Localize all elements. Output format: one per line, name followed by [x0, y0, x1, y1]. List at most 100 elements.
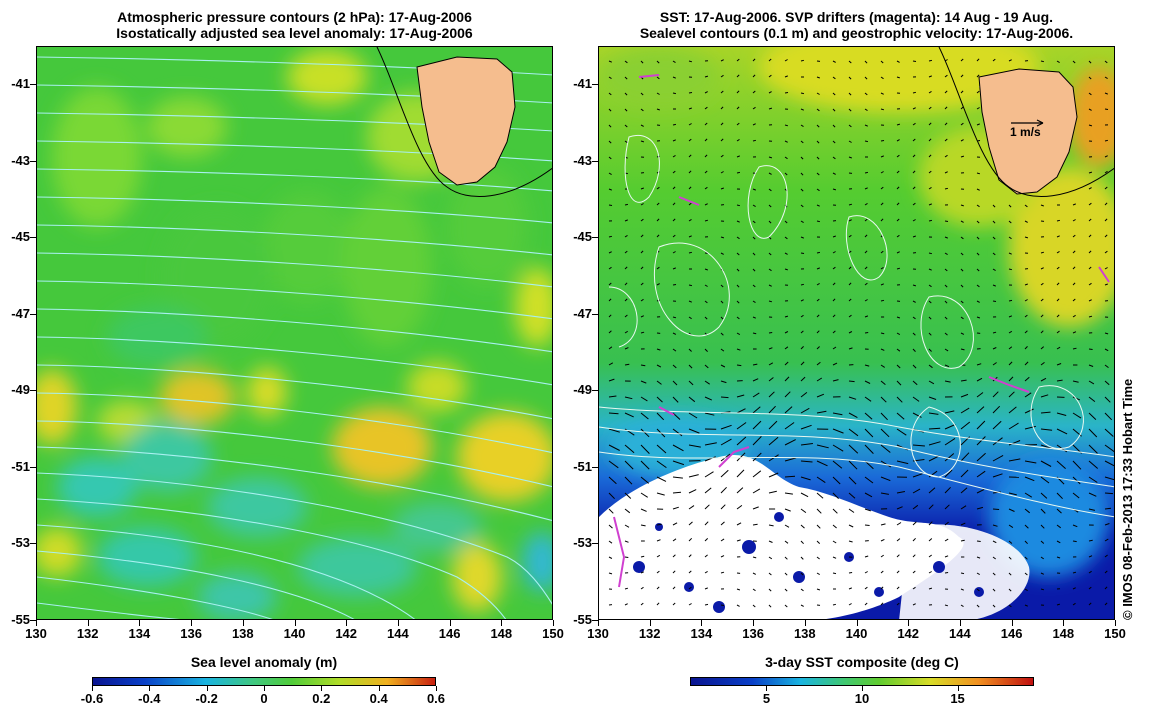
velocity-vector	[624, 603, 628, 606]
velocity-vector	[752, 90, 756, 94]
velocity-vector	[624, 203, 629, 206]
velocity-vector	[800, 108, 804, 111]
velocity-vector	[912, 412, 922, 418]
velocity-vector	[736, 487, 744, 494]
velocity-vector	[896, 139, 900, 142]
lat-tick-label: -53	[11, 535, 30, 551]
velocity-vector	[1104, 364, 1109, 369]
velocity-vector	[800, 220, 804, 224]
velocity-vector	[800, 314, 804, 318]
velocity-vector	[800, 588, 804, 592]
velocity-vector	[912, 138, 916, 142]
velocity-vector	[1040, 282, 1044, 286]
velocity-vector	[848, 331, 853, 334]
velocity-vector	[896, 170, 900, 174]
velocity-vector	[928, 396, 937, 400]
velocity-vector	[992, 300, 997, 302]
velocity-vector	[688, 364, 693, 369]
velocity-vector	[880, 283, 884, 286]
velocity-vector	[832, 492, 839, 500]
velocity-vector	[912, 219, 916, 222]
velocity-vector	[1008, 59, 1012, 62]
velocity-vector	[1008, 346, 1013, 350]
colorbar-tick-label: -0.6	[80, 691, 104, 706]
sst-map[interactable]	[598, 46, 1115, 620]
velocity-vector	[1104, 332, 1109, 335]
velocity-vector	[1056, 492, 1063, 500]
velocity-vector	[768, 284, 772, 287]
velocity-vector	[800, 407, 810, 414]
velocity-vector	[928, 219, 933, 222]
velocity-vector	[992, 437, 1003, 446]
lat-tick-label: -51	[11, 458, 30, 474]
velocity-vector	[944, 138, 948, 142]
sea-level-anomaly-map[interactable]	[36, 46, 553, 620]
lon-tick-mark	[959, 620, 961, 626]
velocity-vector	[608, 60, 612, 63]
velocity-vector	[816, 92, 820, 95]
velocity-vector	[704, 456, 716, 462]
velocity-vector	[912, 586, 916, 590]
velocity-vector	[1008, 204, 1012, 208]
velocity-vector	[880, 444, 891, 453]
velocity-vector	[1024, 604, 1028, 607]
velocity-vector	[720, 187, 724, 190]
velocity-vector	[976, 236, 980, 240]
velocity-vector	[896, 316, 901, 319]
velocity-vector	[880, 76, 884, 80]
velocity-vector	[640, 108, 644, 112]
velocity-vector	[848, 314, 852, 318]
velocity-vector	[640, 298, 644, 302]
velocity-vector	[688, 380, 694, 386]
velocity-vector	[992, 540, 997, 544]
velocity-vector	[720, 364, 726, 368]
velocity-vector	[656, 570, 660, 574]
velocity-vector	[768, 204, 772, 208]
velocity-vector	[928, 59, 933, 62]
velocity-vector	[816, 172, 820, 176]
velocity-vector	[992, 284, 996, 287]
velocity-vector	[752, 284, 756, 288]
velocity-vector	[1008, 440, 1021, 446]
velocity-vector	[624, 347, 629, 350]
velocity-vector	[992, 572, 996, 576]
velocity-vector	[720, 59, 724, 62]
velocity-vector	[704, 154, 708, 158]
velocity-vector	[720, 424, 732, 430]
velocity-vector	[768, 540, 773, 543]
velocity-vector	[1104, 538, 1109, 542]
velocity-vector	[720, 171, 724, 174]
velocity-vector	[784, 406, 793, 414]
velocity-vector	[672, 444, 684, 452]
velocity-vector	[800, 392, 808, 398]
velocity-vector	[960, 106, 964, 110]
velocity-vector	[832, 251, 836, 254]
velocity-vector	[944, 437, 956, 446]
velocity-vector	[784, 236, 788, 240]
velocity-vector	[704, 554, 708, 558]
velocity-vector	[1056, 363, 1062, 366]
velocity-vector	[656, 108, 660, 111]
velocity-vector	[896, 123, 901, 126]
velocity-vector	[608, 330, 612, 334]
left-colorbar-label: Sea level anomaly (m)	[190, 654, 338, 670]
lat-tick-mark	[30, 390, 36, 392]
velocity-vector	[864, 234, 868, 238]
velocity-vector	[784, 268, 788, 271]
velocity-vector	[656, 586, 660, 590]
velocity-vector	[960, 155, 965, 158]
velocity-vector	[1056, 412, 1067, 416]
velocity-vector	[912, 554, 916, 558]
velocity-vector	[864, 476, 874, 484]
velocity-vector	[1072, 412, 1082, 419]
velocity-vector	[832, 92, 836, 96]
velocity-vector	[672, 139, 676, 142]
velocity-vector	[976, 420, 986, 430]
velocity-vector	[608, 298, 612, 302]
velocity-vector	[752, 252, 756, 256]
velocity-vector	[1040, 508, 1046, 514]
velocity-vector	[1088, 92, 1092, 96]
velocity-vector	[624, 587, 629, 590]
velocity-vector	[624, 524, 630, 528]
velocity-vector	[688, 444, 701, 448]
